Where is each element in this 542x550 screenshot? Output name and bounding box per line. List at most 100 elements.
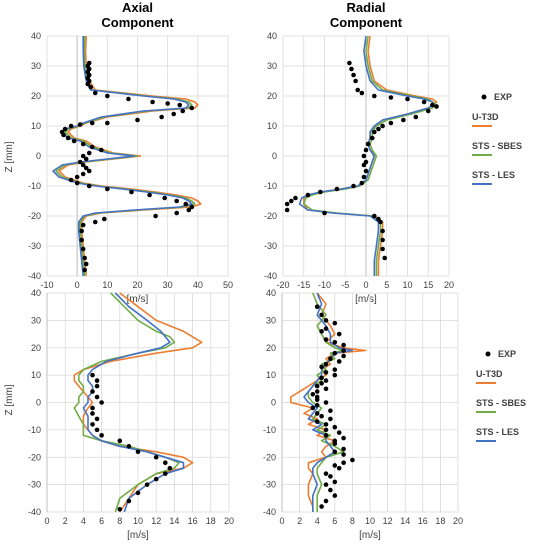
exp-data-point bbox=[147, 192, 152, 198]
exp-data-point bbox=[77, 122, 83, 127]
legend-marker bbox=[485, 351, 491, 357]
x-axis-label: [m/s] bbox=[359, 530, 381, 541]
exp-data-point bbox=[135, 117, 140, 123]
exp-data-point bbox=[180, 108, 186, 114]
exp-data-point bbox=[341, 446, 346, 452]
exp-data-point bbox=[92, 90, 98, 96]
exp-data-point bbox=[83, 165, 89, 171]
exp-data-point bbox=[89, 144, 95, 150]
exp-data-point bbox=[359, 180, 365, 186]
exp-data-point bbox=[74, 180, 80, 186]
exp-data-point bbox=[163, 471, 168, 476]
y-tick-label: 10 bbox=[267, 121, 277, 131]
y-tick-label: -10 bbox=[263, 425, 276, 435]
exp-data-point bbox=[328, 408, 333, 414]
exp-data-point bbox=[105, 93, 110, 99]
x-tick-label: 20 bbox=[224, 516, 234, 526]
exp-data-point bbox=[318, 189, 323, 195]
exp-data-point bbox=[341, 452, 346, 457]
exp-data-point bbox=[376, 126, 381, 132]
legend-label: U-T3D bbox=[476, 369, 503, 379]
exp-data-point bbox=[323, 422, 329, 427]
chart-4: -40 -30 -20 -10 0 10 20 30 40 0 2 4 6 8 10 12 14 16 18 20 [m… bbox=[263, 288, 463, 541]
exp-data-point bbox=[284, 201, 290, 207]
legend-label: EXP bbox=[498, 349, 516, 359]
exp-data-point bbox=[62, 126, 68, 132]
exp-data-point bbox=[380, 123, 385, 129]
y-tick-label: -40 bbox=[28, 271, 41, 281]
exp-data-point bbox=[310, 391, 316, 397]
exp-data-point bbox=[434, 104, 439, 109]
exp-data-point bbox=[105, 120, 110, 126]
exp-data-point bbox=[361, 174, 367, 180]
exp-data-point bbox=[65, 135, 71, 141]
y-tick-label: 20 bbox=[266, 343, 276, 353]
legend-label: STS - LES bbox=[476, 427, 519, 437]
exp-data-point bbox=[401, 117, 406, 123]
exp-data-point bbox=[350, 457, 355, 463]
x-tick-label: 10 bbox=[133, 516, 143, 526]
exp-data-point bbox=[102, 216, 107, 222]
x-tick-label: 18 bbox=[435, 516, 445, 526]
exp-data-point bbox=[144, 482, 150, 487]
y-tick-label: 20 bbox=[31, 343, 41, 353]
x-tick-label: 50 bbox=[223, 280, 233, 290]
y-tick-label: -10 bbox=[28, 425, 41, 435]
exp-data-point bbox=[83, 261, 89, 267]
x-tick-label: 8 bbox=[350, 516, 355, 526]
x-tick-label: 20 bbox=[132, 280, 142, 290]
x-tick-label: 10 bbox=[102, 280, 112, 290]
series-line-sts-les bbox=[82, 292, 185, 513]
exp-data-point bbox=[90, 411, 95, 416]
exp-data-point bbox=[293, 195, 298, 201]
y-tick-label: 10 bbox=[31, 370, 41, 380]
x-tick-label: 30 bbox=[163, 280, 173, 290]
exp-data-point bbox=[165, 101, 170, 106]
exp-data-point bbox=[68, 123, 74, 129]
x-tick-label: -20 bbox=[276, 280, 289, 290]
exp-data-point bbox=[336, 359, 342, 364]
exp-data-point bbox=[323, 427, 329, 433]
y-tick-label: 30 bbox=[31, 315, 41, 325]
exp-data-point bbox=[79, 237, 84, 243]
exp-data-point bbox=[405, 96, 410, 102]
exp-data-point bbox=[90, 372, 95, 378]
series-line-sts-les bbox=[298, 35, 434, 276]
exp-data-point bbox=[323, 386, 329, 392]
exp-data-point bbox=[332, 449, 338, 455]
exp-data-point bbox=[126, 96, 131, 102]
exp-data-point bbox=[92, 219, 98, 225]
exp-data-point bbox=[310, 405, 316, 411]
exp-data-point bbox=[355, 87, 361, 93]
legend-label: STS - SBES bbox=[472, 141, 522, 151]
series-line-sts-les bbox=[303, 292, 354, 512]
exp-data-point bbox=[380, 228, 385, 234]
exp-data-point bbox=[365, 141, 371, 147]
legend-label: STS - SBES bbox=[476, 398, 526, 408]
exp-data-point bbox=[117, 506, 123, 512]
legend-2: EXP U-T3D STS - SBES STS - LES bbox=[476, 349, 526, 442]
exp-data-point bbox=[74, 174, 80, 180]
exp-data-point bbox=[71, 138, 77, 144]
y-tick-label: 40 bbox=[31, 288, 41, 298]
exp-data-point bbox=[94, 416, 100, 422]
series-line-sts-les bbox=[52, 36, 193, 277]
exp-data-point bbox=[332, 367, 338, 372]
exp-data-point bbox=[162, 195, 167, 201]
y-tick-label: 10 bbox=[266, 370, 276, 380]
y-tick-label: -30 bbox=[28, 480, 41, 490]
exp-data-point bbox=[319, 504, 324, 509]
y-tick-label: -30 bbox=[28, 241, 41, 251]
exp-data-point bbox=[341, 460, 346, 466]
exp-data-point bbox=[89, 120, 95, 126]
exp-data-point bbox=[336, 331, 342, 337]
exp-data-point bbox=[314, 419, 320, 424]
y-tick-label: 30 bbox=[267, 61, 277, 71]
exp-data-point bbox=[153, 454, 159, 460]
exp-data-point bbox=[159, 114, 164, 120]
exp-data-point bbox=[328, 474, 333, 479]
exp-data-point bbox=[341, 435, 346, 441]
x-tick-label: 12 bbox=[383, 516, 393, 526]
exp-data-point bbox=[353, 78, 358, 84]
